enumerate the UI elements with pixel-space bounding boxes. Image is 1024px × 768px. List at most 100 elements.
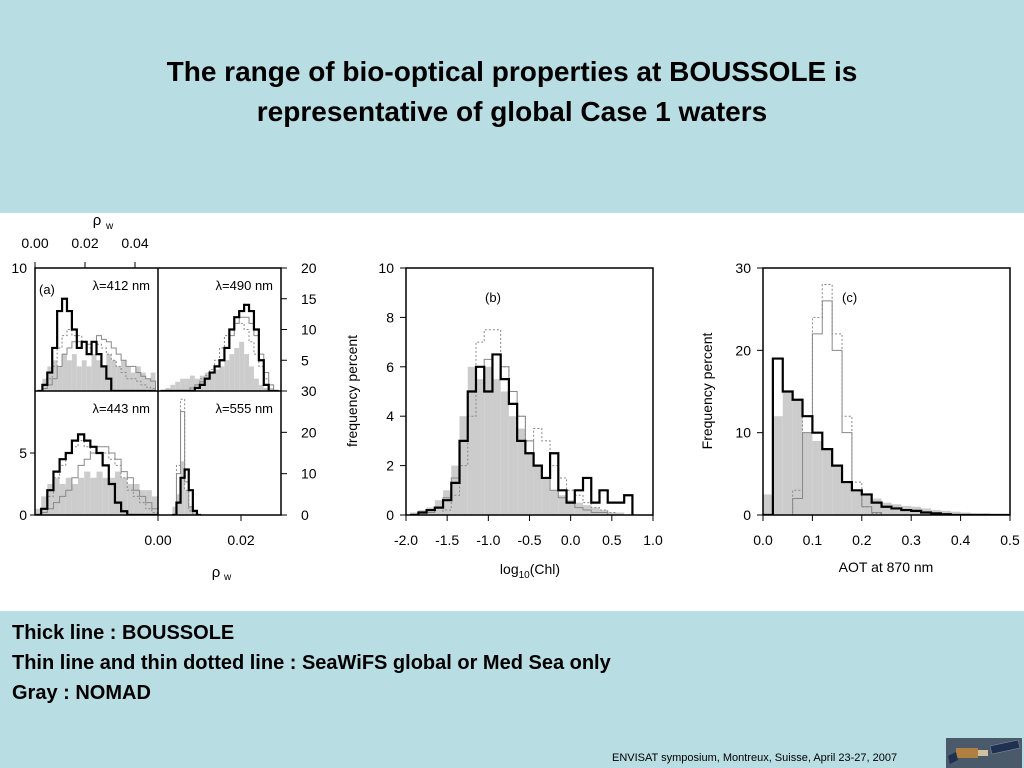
chart-a-panel-1-nomad-bar bbox=[52, 360, 58, 391]
chart-a-panel-1-boussole-line bbox=[37, 297, 156, 391]
chart-a-right-tick-label: 5 bbox=[301, 352, 309, 368]
chart-c-nomad-bar bbox=[950, 511, 961, 515]
chart-a-panel-1-nomad-bar bbox=[62, 354, 67, 391]
chart-c-boussole-line bbox=[763, 357, 1010, 515]
chart-b-nomad-bar bbox=[475, 379, 485, 515]
chart-c-y-axis-label: Frequency percent bbox=[699, 333, 715, 450]
chart-b-nomad-bar bbox=[410, 512, 419, 515]
chart-a-panel-1-nomad-bar bbox=[140, 372, 146, 391]
chart-c-nomad-bar bbox=[960, 512, 971, 515]
chart-b-panel-label: (b) bbox=[485, 290, 501, 305]
chart-a-panel-2-nomad-bar bbox=[244, 354, 250, 391]
chart-b-nomad-bar bbox=[591, 507, 600, 515]
chart-b-nomad-bar bbox=[525, 453, 534, 515]
chart-a-series bbox=[160, 303, 279, 391]
chart-a-left-tick-label: 5 bbox=[19, 445, 27, 461]
chart-c-y-tick-label: 0 bbox=[743, 507, 751, 523]
chart-b-y-tick-label: 8 bbox=[386, 309, 394, 325]
chart-b-nomad-bar bbox=[541, 477, 551, 515]
chart-a-panel-3-nomad-bar bbox=[78, 477, 85, 515]
chart-c-x-tick-label: 0.5 bbox=[1000, 532, 1020, 548]
chart-b-nomad-bar bbox=[566, 500, 575, 515]
chart-b-nomad-bar bbox=[615, 512, 625, 515]
chart-b-nomad-bar bbox=[558, 495, 567, 515]
chart-a-panel-1-nomad-bar bbox=[71, 354, 77, 391]
chart-a-panel-3-nomad-bar bbox=[90, 477, 97, 515]
chart-c-nomad-bar bbox=[851, 490, 862, 515]
chart-b-nomad-bar bbox=[459, 416, 468, 515]
chart-a-panel-3-nomad-bar bbox=[59, 484, 66, 515]
chart-b-x-tick-label: -1.5 bbox=[435, 532, 459, 548]
chart-b-nomad-bar bbox=[467, 366, 476, 515]
chart-a-panel-2-nomad-bar bbox=[185, 378, 190, 391]
chart-c-x-tick-label: 0.0 bbox=[753, 532, 773, 548]
chart-a-panel-3: λ=443 nm bbox=[35, 401, 158, 515]
chart-a-panel-1-nomad-bar bbox=[66, 360, 72, 391]
chart-c-nomad-bar bbox=[832, 465, 843, 515]
chart-a-panel-4-boussole-line bbox=[172, 468, 202, 515]
chart-a: λ=412 nm λ=490 nm λ=443 nm λ=555 nm (a) 0.00 0… bbox=[11, 213, 316, 583]
chart-c-frame bbox=[762, 267, 1011, 516]
chart-b-x-tick-label: 0.0 bbox=[561, 532, 581, 548]
slide-title: The range of bio-optical properties at B… bbox=[40, 52, 984, 132]
chart-c-nomad-bar bbox=[891, 504, 902, 515]
chart-b: -2.0 -1.5 -1.0 -0.5 0.0 0.5 1.0 0 2 4 6 8 10 (b) log10… bbox=[344, 260, 663, 581]
chart-a-panel-3-nomad-bar bbox=[41, 496, 48, 515]
chart-c-y-tick-label: 30 bbox=[735, 260, 751, 276]
chart-a-panel-3-nomad-bar bbox=[84, 471, 91, 515]
chart-c-y-tick-label: 10 bbox=[735, 425, 751, 441]
chart-a-panel-2-nomad-bar bbox=[249, 366, 254, 391]
chart-b-y-tick-label: 4 bbox=[386, 408, 394, 424]
chart-b-nomad-bar bbox=[484, 366, 493, 515]
chart-a-top-tick-label: 0.02 bbox=[71, 235, 98, 251]
chart-a-bottom-tick-label: 0.02 bbox=[227, 532, 254, 548]
chart-a-panel-4-nomad-bar bbox=[184, 490, 189, 515]
chart-a-panel-3-boussole-line bbox=[35, 433, 158, 515]
chart-c-y-tick-label: 20 bbox=[735, 342, 751, 358]
chart-b-nomad-bar bbox=[443, 490, 452, 515]
chart-a-panel-2-nomad-bar bbox=[209, 372, 215, 391]
chart-a-panel-2-nomad-bar bbox=[219, 366, 225, 391]
chart-a-panel-label: λ=555 nm bbox=[216, 401, 273, 416]
chart-c: 0.0 0.1 0.2 0.3 0.4 0.5 0 10 20 30 (c) AOT at 870 n… bbox=[699, 260, 1020, 575]
chart-a-panel-1-nomad-bar bbox=[96, 360, 102, 391]
satellite-logo-icon bbox=[946, 738, 1022, 768]
chart-a-panel-2-nomad-bar bbox=[253, 378, 259, 391]
chart-a-panel-1-nomad-bar bbox=[86, 366, 92, 391]
chart-a-panel-1: λ=412 nm bbox=[37, 278, 157, 391]
chart-a-panel-2-nomad-bar bbox=[239, 341, 245, 391]
chart-a-bottom-axis-label: ρ bbox=[212, 564, 221, 581]
chart-a-panel-3-nomad-bar bbox=[96, 471, 103, 515]
chart-c-nomad-bar bbox=[772, 416, 783, 515]
chart-b-nomad-bar bbox=[550, 490, 559, 515]
chart-a-panel-2-nomad-bar bbox=[165, 387, 171, 391]
chart-a-panel-3-nomad-bar bbox=[102, 477, 109, 515]
chart-b-y-tick-label: 10 bbox=[378, 260, 394, 276]
chart-b-nomad-bar bbox=[574, 502, 584, 515]
chart-a-left-tick-label: 10 bbox=[11, 260, 27, 276]
chart-a-panel-4-seawifs-dotted-line bbox=[172, 398, 202, 515]
chart-a-panel-3-nomad-bar bbox=[108, 477, 115, 515]
chart-a-panel-4: λ=555 nm bbox=[172, 398, 273, 515]
chart-a-panel-2-nomad-bar bbox=[234, 347, 240, 391]
chart-a-top-axis-label: ρ bbox=[93, 213, 102, 229]
chart-a-panel-3-nomad-bar bbox=[71, 484, 79, 515]
chart-a-panel-1-nomad-bar bbox=[126, 366, 131, 391]
legend-line-seawifs: Thin line and thin dotted line : SeaWiFS… bbox=[12, 652, 611, 674]
chart-a-panel-2-nomad-bar bbox=[180, 378, 186, 391]
chart-a-panel-1-nomad-bar bbox=[121, 360, 127, 391]
chart-c-x-axis-label: AOT at 870 nm bbox=[839, 559, 934, 575]
chart-c-x-tick-label: 0.1 bbox=[803, 532, 823, 548]
chart-c-nomad-bar bbox=[792, 399, 803, 515]
chart-a-panel-3-nomad-bar bbox=[35, 508, 42, 515]
chart-a-right-tick-label: 20 bbox=[301, 260, 317, 276]
chart-a-panel-1-nomad-bar bbox=[81, 360, 87, 391]
chart-a-panel-2-nomad-bar bbox=[268, 387, 274, 391]
chart-a-left-tick-label: 0 bbox=[19, 507, 27, 523]
chart-b-x-tick-label: 0.5 bbox=[602, 532, 622, 548]
chart-a-panel-4-nomad-bar bbox=[192, 510, 197, 515]
chart-a-panel-1-nomad-bar bbox=[116, 366, 122, 391]
chart-c-x-tick-label: 0.2 bbox=[852, 532, 872, 548]
chart-a-panel-1-seawifs-dotted-line bbox=[37, 329, 157, 391]
chart-b-seawifs-dotted-line bbox=[410, 329, 633, 515]
